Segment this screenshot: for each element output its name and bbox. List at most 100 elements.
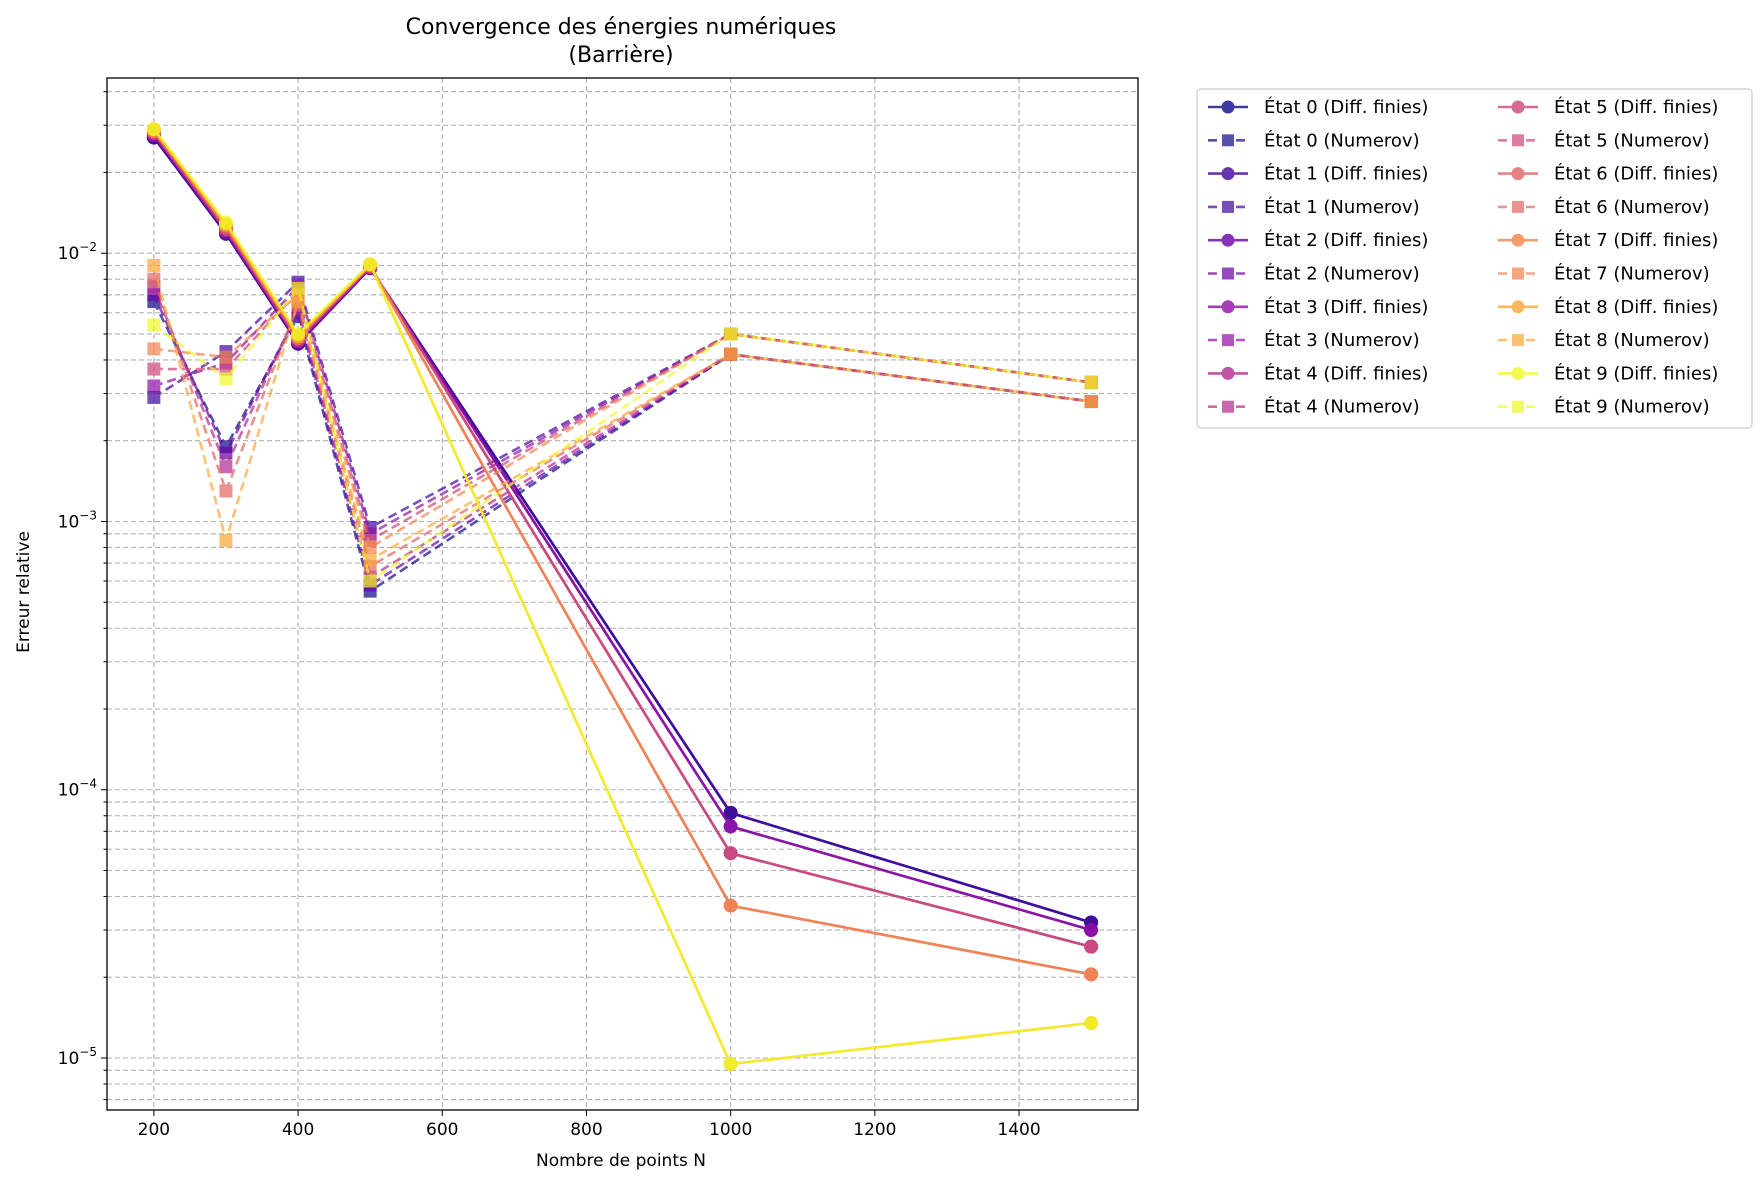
data-point bbox=[1084, 1016, 1099, 1031]
series-line bbox=[152, 130, 1092, 976]
data-point bbox=[147, 362, 161, 376]
legend-label: État 6 (Diff. finies) bbox=[1554, 163, 1718, 185]
legend-label: État 1 (Numerov) bbox=[1264, 196, 1420, 218]
legend-marker bbox=[1511, 233, 1525, 247]
legend-item bbox=[1498, 334, 1538, 347]
y-tick-label: 10−2 bbox=[58, 240, 97, 264]
data-point bbox=[723, 846, 738, 861]
chart-title: Convergence des énergies numériques bbox=[406, 15, 837, 40]
legend-item bbox=[1498, 167, 1538, 181]
data-point bbox=[146, 122, 161, 137]
legend-label: État 8 (Diff. finies) bbox=[1554, 296, 1718, 318]
series-line bbox=[152, 130, 1092, 976]
series-line bbox=[153, 293, 1092, 549]
chart-subtitle: (Barrière) bbox=[568, 43, 673, 68]
legend-marker bbox=[1221, 167, 1235, 181]
data-point bbox=[1084, 923, 1099, 938]
data-point bbox=[1084, 375, 1098, 389]
legend-marker bbox=[1512, 134, 1524, 147]
legend-item bbox=[1498, 134, 1538, 147]
series-line bbox=[152, 128, 1092, 1066]
legend-label: État 9 (Numerov) bbox=[1554, 396, 1710, 418]
legend-label: État 0 (Diff. finies) bbox=[1264, 96, 1428, 118]
data-point bbox=[219, 372, 233, 386]
data-point bbox=[147, 272, 161, 286]
legend-marker bbox=[1222, 267, 1234, 280]
data-point bbox=[219, 533, 233, 547]
data-point bbox=[723, 805, 738, 820]
y-tick-label: 10−3 bbox=[58, 508, 97, 532]
legend-item bbox=[1208, 167, 1248, 181]
legend-label: État 6 (Numerov) bbox=[1554, 196, 1710, 218]
legend-label: État 7 (Diff. finies) bbox=[1554, 229, 1718, 251]
series-line bbox=[152, 128, 1092, 1066]
y-axis-label: Erreur relative bbox=[14, 531, 34, 653]
legend-item bbox=[1208, 400, 1248, 413]
legend-item bbox=[1208, 267, 1248, 280]
legend-label: État 5 (Diff. finies) bbox=[1554, 96, 1718, 118]
series bbox=[146, 122, 1099, 1071]
series-line bbox=[152, 265, 1092, 562]
legend-item bbox=[1208, 233, 1248, 247]
legend-item bbox=[1208, 300, 1248, 314]
data-point bbox=[1084, 395, 1098, 409]
legend-label: État 3 (Numerov) bbox=[1264, 329, 1420, 351]
legend-item bbox=[1498, 366, 1538, 380]
data-point bbox=[723, 819, 738, 834]
legend-item bbox=[1208, 134, 1248, 147]
x-tick-label: 200 bbox=[138, 1120, 170, 1140]
series bbox=[146, 126, 1099, 954]
legend: État 0 (Diff. finies) État 0 (Numerov) Éta… bbox=[1196, 88, 1753, 429]
data-point bbox=[219, 484, 233, 498]
legend-item bbox=[1498, 100, 1538, 114]
data-point bbox=[219, 460, 233, 474]
x-tick-label: 1000 bbox=[709, 1120, 752, 1140]
data-point bbox=[1084, 939, 1099, 954]
legend-marker bbox=[1511, 366, 1525, 380]
x-tick-label: 400 bbox=[282, 1120, 314, 1140]
legend-label: État 2 (Diff. finies) bbox=[1264, 229, 1428, 251]
legend-marker bbox=[1512, 334, 1524, 347]
series-layer bbox=[146, 122, 1099, 1071]
series bbox=[147, 295, 1098, 598]
data-point bbox=[363, 574, 377, 588]
legend-label: État 9 (Diff. finies) bbox=[1554, 362, 1718, 384]
legend-marker bbox=[1222, 200, 1234, 213]
legend-item bbox=[1498, 233, 1538, 247]
grid-layer bbox=[107, 78, 1138, 1110]
legend-marker bbox=[1511, 300, 1525, 314]
legend-marker bbox=[1222, 400, 1234, 413]
data-point bbox=[147, 259, 161, 273]
data-point bbox=[291, 295, 305, 309]
legend-item bbox=[1208, 334, 1248, 347]
series bbox=[147, 281, 1098, 588]
series-line bbox=[152, 286, 1092, 579]
data-point bbox=[1084, 967, 1099, 982]
series-line bbox=[152, 278, 1092, 568]
series-line bbox=[153, 286, 1092, 583]
series bbox=[147, 259, 1098, 567]
legend-label: État 0 (Numerov) bbox=[1264, 129, 1420, 151]
data-point bbox=[723, 898, 738, 913]
series-line bbox=[152, 136, 1092, 924]
x-tick-label: 600 bbox=[426, 1120, 458, 1140]
data-point bbox=[724, 347, 738, 361]
legend-item bbox=[1498, 267, 1538, 280]
x-tick-label: 1200 bbox=[853, 1120, 896, 1140]
series bbox=[146, 130, 1099, 930]
legend-label: État 1 (Diff. finies) bbox=[1264, 163, 1428, 185]
legend-label: État 5 (Numerov) bbox=[1554, 129, 1710, 151]
data-point bbox=[218, 215, 233, 230]
series bbox=[146, 126, 1099, 954]
legend-item bbox=[1498, 300, 1538, 314]
legend-marker bbox=[1512, 400, 1524, 413]
data-point bbox=[723, 1056, 738, 1071]
legend-item bbox=[1208, 100, 1248, 114]
data-point bbox=[363, 257, 378, 272]
legend-marker bbox=[1222, 134, 1234, 147]
x-tick-label: 800 bbox=[570, 1120, 602, 1140]
legend-item bbox=[1498, 200, 1538, 213]
legend-item bbox=[1208, 200, 1248, 213]
data-point bbox=[147, 390, 161, 404]
